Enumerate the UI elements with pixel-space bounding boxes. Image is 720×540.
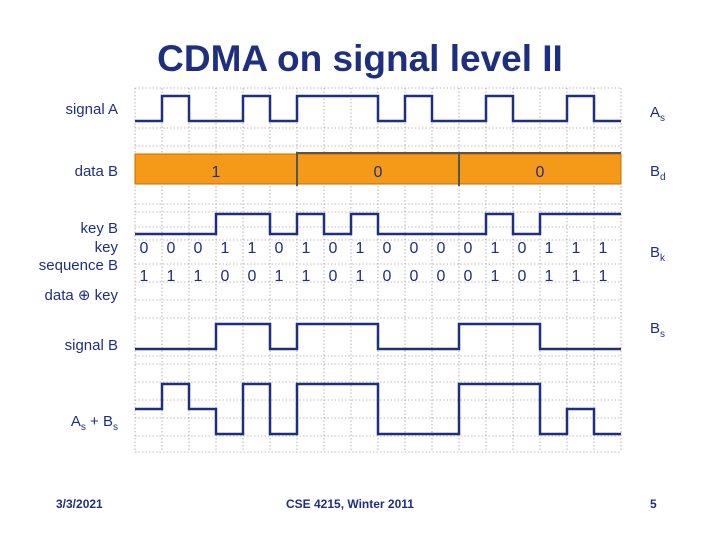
label-bk: Bk — [650, 244, 665, 264]
label-data-word: data — [44, 287, 74, 304]
footer-page-number: 5 — [650, 497, 657, 511]
key-sequence-bit: 1 — [247, 240, 257, 257]
bd-main: B — [650, 163, 661, 180]
key-sequence-bit: 1 — [571, 240, 581, 257]
label-key-word-2: key — [94, 287, 118, 304]
key-sequence-bit: 1 — [220, 240, 230, 257]
data-xor-key-bit: 1 — [598, 268, 608, 285]
label-as-plus-bs: As + Bs — [20, 413, 118, 433]
key-sequence-bit: 0 — [409, 240, 419, 257]
data-xor-key-bit: 1 — [166, 268, 176, 285]
bs-subscript: s — [113, 422, 118, 433]
key-sequence-bit: 0 — [166, 240, 176, 257]
as-plus-bs-waveform — [135, 382, 621, 436]
data-xor-key-bit: 0 — [382, 268, 392, 285]
label-data-b: data B — [74, 163, 118, 180]
data-b-bit: 1 — [212, 164, 221, 181]
key-sequence-bit: 0 — [139, 240, 149, 257]
data-xor-key-bit: 1 — [490, 268, 500, 285]
bk-sub: k — [660, 253, 666, 264]
key-sequence-bit: 0 — [274, 240, 284, 257]
label-bd: Bd — [650, 163, 666, 183]
waveforms — [135, 94, 621, 436]
data-xor-key-bit: 1 — [355, 268, 365, 285]
grid-lines — [134, 87, 622, 453]
data-xor-key-bit: 1 — [193, 268, 203, 285]
bs-sub: s — [660, 329, 666, 340]
key-sequence-bit: 0 — [463, 240, 473, 257]
footer-course: CSE 4215, Winter 2011 — [286, 497, 414, 511]
label-key-b: key B — [80, 220, 118, 237]
data-b-band: 1 0 0 — [134, 152, 622, 186]
data-xor-key-bit: 0 — [328, 268, 338, 285]
data-b-band-fill — [134, 153, 622, 185]
page-title: CDMA on signal level II — [157, 38, 563, 79]
key-sequence-bit: 1 — [301, 240, 311, 257]
label-key-sequence-b: key sequence B — [20, 239, 118, 275]
label-sequence-b-word: sequence B — [38, 257, 118, 274]
key-sequence-bit: 0 — [517, 240, 527, 257]
xor-symbol-icon: ⊕ — [77, 287, 91, 304]
key-sequence-bit: 0 — [382, 240, 392, 257]
data-xor-key-bit: 0 — [247, 268, 257, 285]
label-key-word: key — [94, 239, 118, 256]
bd-sub: d — [660, 172, 666, 183]
bk-main: B — [650, 244, 661, 261]
key-sequence-bit: 0 — [328, 240, 338, 257]
data-xor-key-bit: 1 — [571, 268, 581, 285]
signal-b-waveform — [135, 322, 621, 351]
as-sub: s — [660, 113, 666, 124]
label-signal-b: signal B — [64, 337, 118, 354]
data-b-bit: 0 — [536, 164, 545, 181]
data-xor-key-bit: 1 — [544, 268, 554, 285]
key-sequence-bit: 1 — [544, 240, 554, 257]
label-data-xor-key: data ⊕ key — [20, 286, 118, 304]
as-main: A — [650, 104, 661, 121]
key-b-waveform — [135, 212, 621, 236]
as-subscript: s — [80, 422, 86, 433]
key-sequence-bit: 0 — [193, 240, 203, 257]
data-b-bit: 0 — [374, 164, 383, 181]
label-signal-a: signal A — [65, 101, 118, 118]
plus-b-text: + B — [85, 413, 113, 430]
data-xor-key-bit: 0 — [517, 268, 527, 285]
data-xor-key-bit: 0 — [463, 268, 473, 285]
footer-date: 3/3/2021 — [56, 497, 103, 511]
data-xor-key-bit: 1 — [139, 268, 149, 285]
key-sequence-bit: 0 — [436, 240, 446, 257]
data-xor-key-bit: 1 — [274, 268, 284, 285]
data-xor-key-bit: 0 — [436, 268, 446, 285]
data-xor-key-bit: 1 — [301, 268, 311, 285]
signal-a-waveform — [135, 94, 621, 123]
bs-main: B — [650, 320, 661, 337]
key-sequence-bit: 1 — [598, 240, 608, 257]
key-sequence-bit: 1 — [490, 240, 500, 257]
as-letter: A — [70, 413, 81, 430]
label-as: As — [650, 104, 665, 124]
label-bs: Bs — [650, 320, 665, 340]
key-sequence-bit: 1 — [355, 240, 365, 257]
data-xor-key-bit: 0 — [409, 268, 419, 285]
data-xor-key-bit: 0 — [220, 268, 230, 285]
